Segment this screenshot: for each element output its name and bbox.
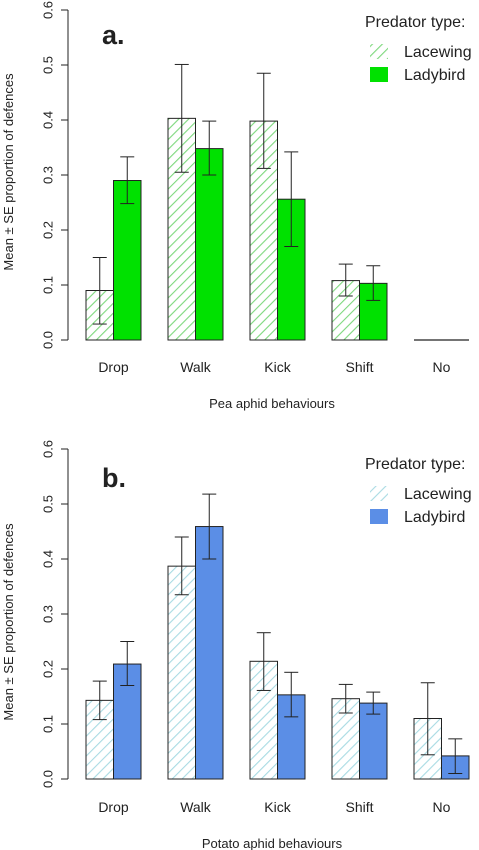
y-tick-label-b-1: 0.1	[41, 715, 56, 733]
legend-title-b: Predator type:	[365, 456, 466, 473]
legend-label-ladybird-a: Ladybird	[404, 67, 465, 84]
chart-panel-a: Mean ± SE proportion of defences a. Pred…	[1, 1, 472, 411]
y-tick-label-a-0: 0.0	[41, 331, 56, 349]
category-label-b-drop: Drop	[98, 799, 129, 815]
panel-label-a: a.	[102, 20, 125, 50]
category-label-a-no: No	[433, 359, 451, 375]
legend-swatch-lacewing-a	[370, 44, 388, 59]
chart-panel-b: Mean ± SE proportion of defences b. Pred…	[1, 440, 472, 850]
y-tick-label-b-0: 0.0	[41, 770, 56, 788]
category-label-a-drop: Drop	[98, 359, 129, 375]
bar-a-ladybird-walk	[195, 148, 224, 341]
x-axis-title-b: Potato aphid behaviours	[202, 836, 343, 850]
category-label-b-walk: Walk	[180, 799, 212, 815]
bar-b-ladybird-walk	[195, 526, 224, 780]
legend-swatch-ladybird-b	[370, 509, 388, 524]
category-label-b-kick: Kick	[264, 799, 291, 815]
y-tick-label-b-2: 0.2	[41, 660, 56, 678]
legend-label-ladybird-b: Ladybird	[404, 509, 465, 526]
category-label-b-no: No	[433, 799, 451, 815]
y-tick-label-b-5: 0.5	[41, 495, 56, 513]
y-axis-title-b: Mean ± SE proportion of defences	[1, 523, 16, 721]
y-tick-label-a-4: 0.4	[41, 111, 56, 129]
y-tick-label-b-6: 0.6	[41, 440, 56, 458]
category-label-b-shift: Shift	[345, 799, 373, 815]
y-tick-label-a-1: 0.1	[41, 276, 56, 294]
y-axis-title-a: Mean ± SE proportion of defences	[1, 73, 16, 271]
category-label-a-kick: Kick	[264, 359, 291, 375]
legend-label-lacewing-b: Lacewing	[404, 486, 472, 503]
y-tick-label-a-5: 0.5	[41, 56, 56, 74]
category-label-a-walk: Walk	[180, 359, 212, 375]
y-tick-label-b-3: 0.3	[41, 605, 56, 623]
legend-swatch-ladybird-a	[370, 67, 388, 82]
y-tick-label-a-2: 0.2	[41, 221, 56, 239]
y-tick-label-a-6: 0.6	[41, 1, 56, 19]
y-tick-label-a-3: 0.3	[41, 166, 56, 184]
bar-b-lacewing-walk	[167, 565, 196, 780]
category-label-a-shift: Shift	[345, 359, 373, 375]
bar-a-ladybird-drop	[113, 180, 142, 341]
x-axis-title-a: Pea aphid behaviours	[209, 396, 335, 411]
legend-title-a: Predator type:	[365, 14, 466, 31]
legend-label-lacewing-a: Lacewing	[404, 44, 472, 61]
legend-swatch-lacewing-b	[370, 486, 388, 501]
panel-label-b: b.	[102, 463, 126, 493]
y-tick-label-b-4: 0.4	[41, 550, 56, 568]
